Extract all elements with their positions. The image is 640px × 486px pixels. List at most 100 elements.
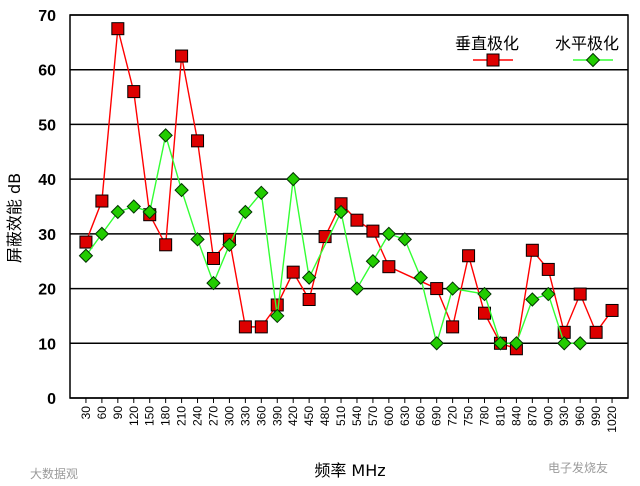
x-tick-label-240: 240 (191, 406, 205, 426)
x-tick-label-420: 420 (286, 406, 300, 426)
legend-label-1: 水平极化 (555, 34, 619, 53)
grid (69, 14, 629, 399)
point-vertical-240 (191, 134, 205, 148)
y-tick-label-70: 70 (38, 8, 56, 25)
series-1 (78, 128, 588, 351)
x-tick-label-600: 600 (382, 406, 396, 426)
point-vertical-690 (430, 282, 444, 296)
x-tick-label-360: 360 (254, 406, 268, 426)
x-axis-label: 频率 MHz (314, 461, 385, 480)
point-horizontal-600 (381, 226, 397, 242)
point-vertical-450 (302, 293, 316, 307)
point-vertical-120 (127, 85, 141, 99)
point-vertical-540 (350, 213, 364, 227)
point-vertical-870 (525, 243, 539, 257)
point-horizontal-780 (477, 286, 492, 302)
point-vertical-900 (541, 262, 555, 276)
point-horizontal-60 (94, 226, 110, 242)
legend-label-0: 垂直极化 (455, 34, 519, 53)
point-horizontal-360 (254, 185, 269, 201)
point-horizontal-900 (541, 286, 556, 302)
x-tick-label-90: 90 (111, 406, 125, 420)
x-tick-label-900: 900 (541, 406, 555, 426)
point-horizontal-630 (397, 232, 413, 247)
point-vertical-570 (366, 224, 380, 238)
x-tick-label-570: 570 (366, 406, 380, 426)
x-tick-label-180: 180 (159, 406, 173, 426)
point-vertical-330 (238, 320, 252, 334)
y-axis-ticks: 0 10 20 30 40 50 60 70 (38, 8, 56, 408)
watermark-left: 大数据观 (30, 466, 78, 481)
point-horizontal-180 (158, 128, 173, 143)
point-vertical-210 (175, 49, 189, 63)
x-tick-label-540: 540 (350, 406, 364, 426)
legend-marker-1 (585, 52, 601, 68)
x-tick-label-450: 450 (302, 406, 316, 426)
x-tick-label-720: 720 (446, 406, 460, 426)
x-tick-label-510: 510 (334, 406, 348, 426)
point-horizontal-30 (78, 248, 94, 263)
series-layer (78, 22, 619, 356)
y-tick-label-30: 30 (38, 227, 56, 244)
y-tick-label-10: 10 (38, 336, 56, 353)
point-vertical-90 (111, 22, 125, 36)
legend-marker-0 (486, 53, 500, 67)
point-horizontal-450 (301, 270, 317, 285)
x-tick-label-270: 270 (206, 406, 220, 426)
x-tick-label-660: 660 (414, 406, 428, 426)
point-vertical-60 (95, 194, 109, 208)
x-tick-label-1020: 1020 (605, 406, 619, 433)
x-tick-label-480: 480 (318, 406, 332, 426)
point-horizontal-270 (206, 275, 221, 291)
point-horizontal-930 (557, 336, 572, 351)
plot-frame (69, 14, 629, 399)
point-vertical-990 (589, 325, 603, 339)
point-horizontal-570 (365, 254, 381, 269)
point-vertical-750 (462, 249, 476, 263)
point-horizontal-840 (509, 336, 524, 351)
x-tick-label-810: 810 (493, 406, 507, 426)
point-horizontal-960 (572, 336, 588, 351)
watermark-right: 电子发烧友 (548, 460, 608, 475)
point-vertical-180 (159, 238, 173, 252)
point-vertical-600 (382, 260, 396, 274)
x-tick-label-870: 870 (525, 406, 539, 426)
point-vertical-360 (254, 320, 268, 334)
point-horizontal-390 (270, 308, 285, 324)
y-tick-label-20: 20 (38, 282, 56, 299)
x-tick-label-930: 930 (557, 406, 571, 426)
x-tick-label-150: 150 (143, 406, 157, 426)
point-horizontal-660 (413, 270, 428, 285)
legend: 垂直极化 水平极化 (455, 34, 619, 68)
point-horizontal-420 (285, 171, 301, 187)
x-tick-label-750: 750 (462, 406, 476, 426)
x-tick-label-840: 840 (509, 406, 523, 426)
point-horizontal-510 (333, 204, 349, 220)
x-tick-label-990: 990 (589, 406, 603, 426)
point-vertical-420 (286, 265, 300, 279)
point-horizontal-540 (349, 281, 365, 296)
point-horizontal-90 (110, 204, 126, 220)
y-axis-label: 屏蔽效能 dB (5, 173, 24, 263)
x-tick-label-330: 330 (238, 406, 252, 426)
x-tick-label-630: 630 (398, 406, 412, 426)
point-horizontal-240 (190, 232, 205, 247)
y-tick-label-40: 40 (38, 172, 56, 189)
x-tick-label-960: 960 (573, 406, 587, 426)
x-tick-label-120: 120 (127, 406, 141, 426)
point-horizontal-300 (222, 237, 237, 253)
y-tick-label-0: 0 (47, 391, 56, 408)
x-axis-ticks: 30 60 90 120 150 180 210 240 270 300 330 360 390 420 4… (79, 398, 619, 433)
point-horizontal-870 (525, 292, 540, 307)
point-horizontal-120 (126, 199, 141, 214)
point-vertical-30 (79, 235, 93, 249)
x-tick-label-300: 300 (222, 406, 236, 426)
point-horizontal-330 (238, 204, 253, 220)
point-horizontal-150 (142, 204, 157, 220)
point-vertical-270 (206, 251, 220, 265)
x-tick-label-690: 690 (430, 406, 444, 426)
point-vertical-960 (573, 287, 587, 301)
y-tick-label-60: 60 (38, 63, 56, 80)
series-0 (79, 22, 619, 356)
point-horizontal-720 (445, 281, 460, 296)
